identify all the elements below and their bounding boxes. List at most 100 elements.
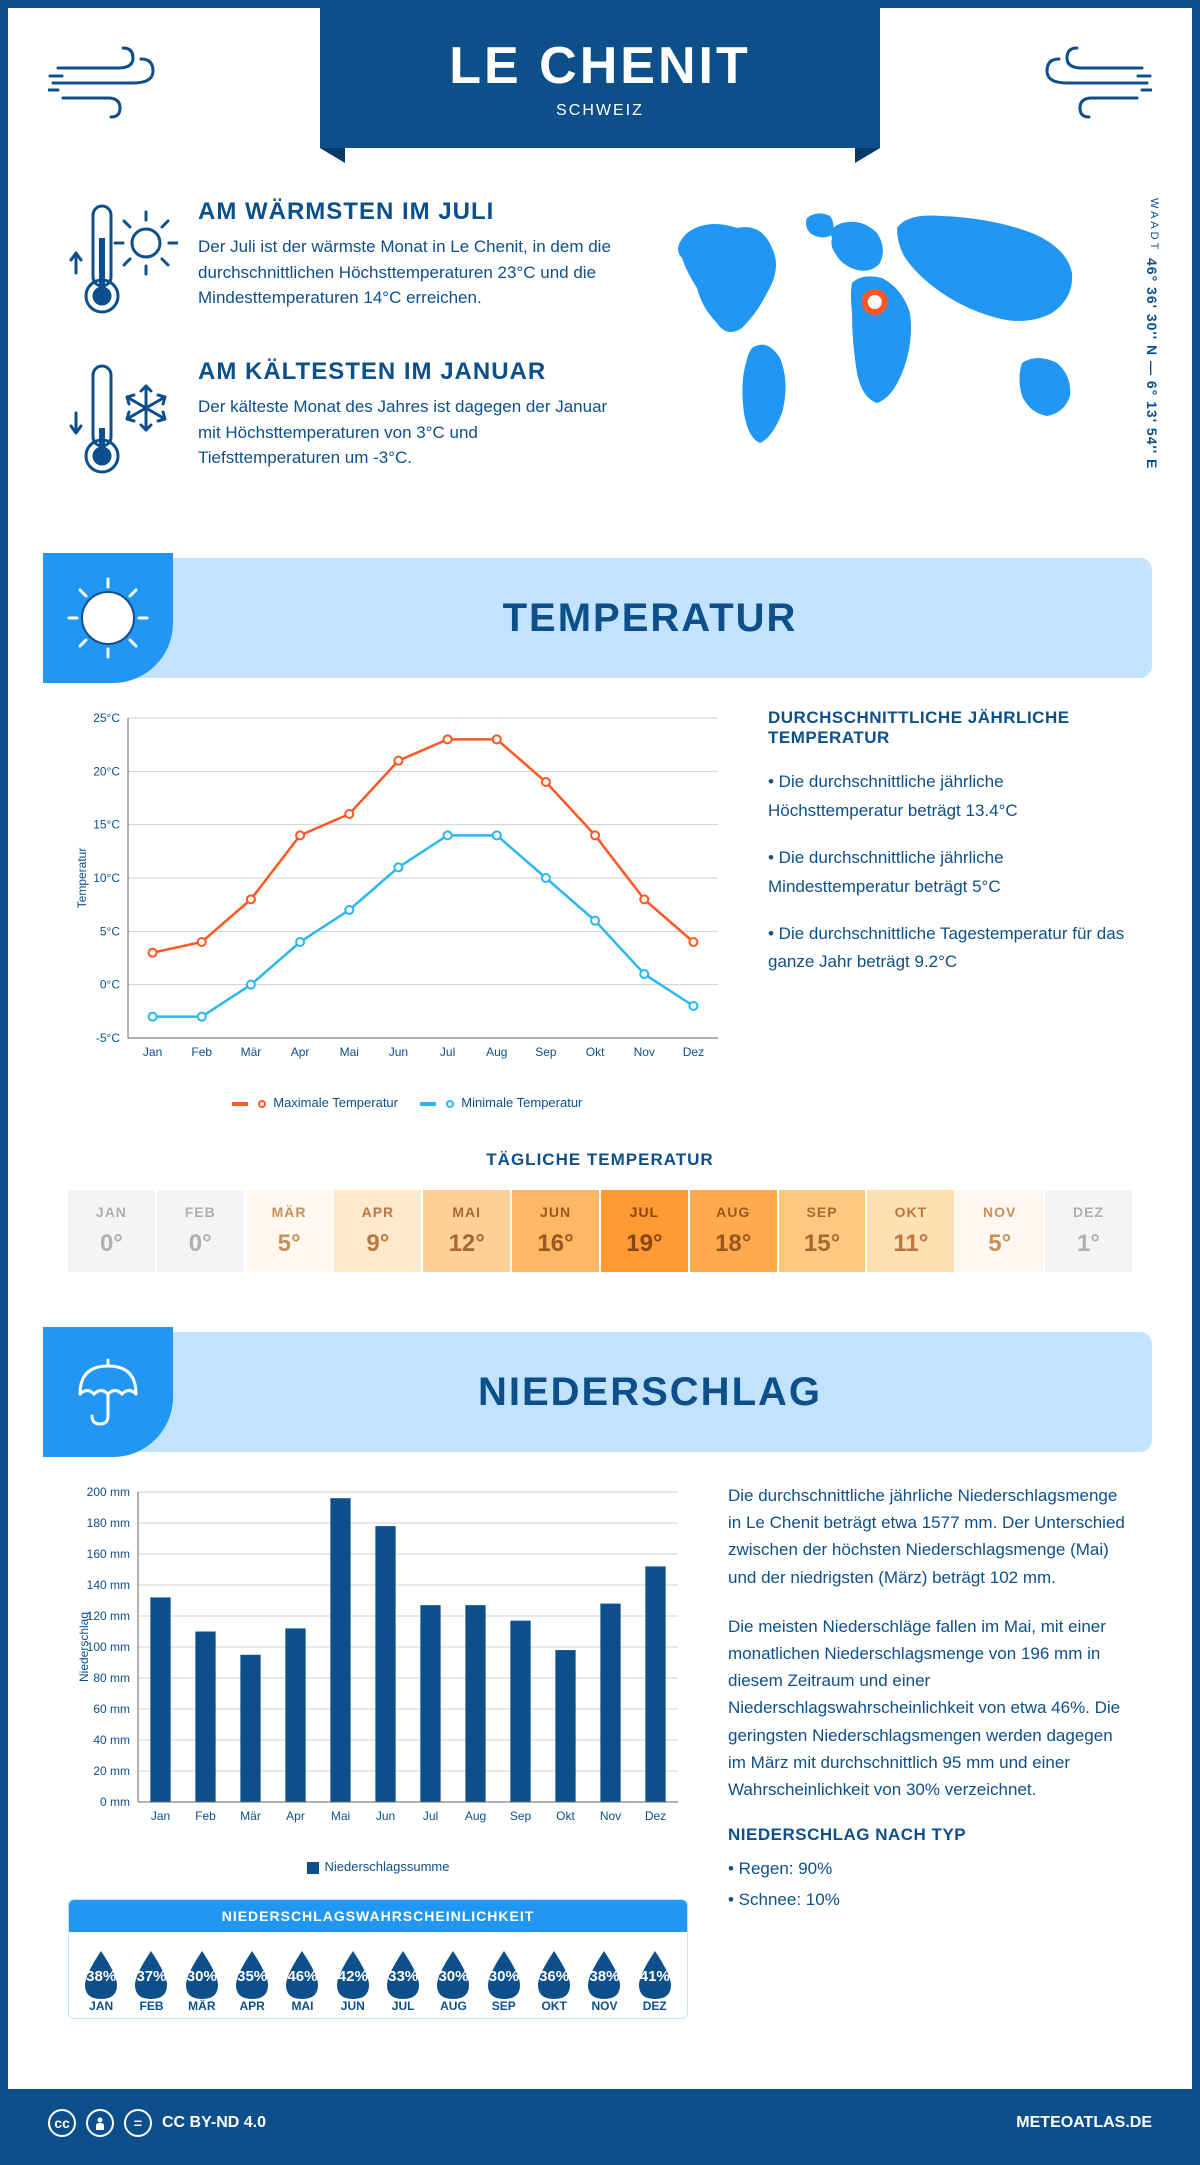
svg-text:20°C: 20°C bbox=[93, 764, 120, 778]
svg-text:Temperatur: Temperatur bbox=[75, 848, 89, 909]
cc-nd-icon: = bbox=[124, 2109, 152, 2137]
temp-bullet: • Die durchschnittliche jährliche Mindes… bbox=[768, 844, 1132, 902]
svg-text:Mai: Mai bbox=[340, 1045, 359, 1059]
svg-text:Dez: Dez bbox=[645, 1809, 666, 1823]
svg-text:15°C: 15°C bbox=[93, 818, 120, 832]
umbrella-icon bbox=[43, 1327, 173, 1457]
prob-drop: 30% MÄR bbox=[178, 1947, 226, 2013]
temp-text-heading: DURCHSCHNITTLICHE JÄHRLICHE TEMPERATUR bbox=[768, 708, 1132, 748]
header-banner: LE CHENIT SCHWEIZ bbox=[8, 8, 1192, 188]
thermometer-cold-icon bbox=[68, 358, 178, 483]
fact-warmest: AM WÄRMSTEN IM JULI Der Juli ist der wär… bbox=[68, 198, 622, 323]
svg-text:Mai: Mai bbox=[331, 1809, 350, 1823]
cc-icon: cc bbox=[48, 2109, 76, 2137]
precip-type-bullet: • Schnee: 10% bbox=[728, 1886, 1132, 1913]
section-header-temperature: TEMPERATUR bbox=[48, 558, 1152, 678]
thermometer-hot-icon bbox=[68, 198, 178, 323]
svg-text:80 mm: 80 mm bbox=[93, 1671, 130, 1685]
svg-text:Jul: Jul bbox=[440, 1045, 455, 1059]
sun-icon bbox=[43, 553, 173, 683]
svg-text:180 mm: 180 mm bbox=[87, 1516, 130, 1530]
svg-text:Okt: Okt bbox=[556, 1809, 575, 1823]
fact-warm-title: AM WÄRMSTEN IM JULI bbox=[198, 198, 622, 226]
daily-temp-heading: TÄGLICHE TEMPERATUR bbox=[68, 1150, 1132, 1170]
fact-warm-text: Der Juli ist der wärmste Monat in Le Che… bbox=[198, 234, 622, 311]
footer: cc = CC BY-ND 4.0 METEOATLAS.DE bbox=[8, 2089, 1192, 2157]
daily-temp-cell: DEZ1° bbox=[1045, 1190, 1132, 1272]
wind-icon-right bbox=[1032, 43, 1152, 128]
svg-text:40 mm: 40 mm bbox=[93, 1733, 130, 1747]
page-subtitle: SCHWEIZ bbox=[556, 102, 644, 120]
daily-temp-cell: MAI12° bbox=[423, 1190, 510, 1272]
prob-drop: 42% JUN bbox=[329, 1947, 377, 2013]
svg-text:Okt: Okt bbox=[586, 1045, 605, 1059]
svg-text:Feb: Feb bbox=[195, 1809, 216, 1823]
svg-text:Dez: Dez bbox=[683, 1045, 704, 1059]
prob-drop: 38% NOV bbox=[580, 1947, 628, 2013]
svg-text:Mär: Mär bbox=[241, 1045, 262, 1059]
temperature-line-chart: -5°C0°C5°C10°C15°C20°C25°CJanFebMärAprMa… bbox=[68, 708, 728, 1110]
wind-icon-left bbox=[48, 43, 168, 128]
coordinates: 46° 36' 30'' N — 6° 13' 54'' E bbox=[1144, 258, 1160, 469]
svg-text:Aug: Aug bbox=[486, 1045, 507, 1059]
svg-text:Jul: Jul bbox=[423, 1809, 438, 1823]
precipitation-bar-chart: 0 mm20 mm40 mm60 mm80 mm100 mm120 mm140 … bbox=[68, 1482, 688, 1842]
svg-text:200 mm: 200 mm bbox=[87, 1485, 130, 1499]
svg-text:Feb: Feb bbox=[191, 1045, 212, 1059]
svg-text:140 mm: 140 mm bbox=[87, 1578, 130, 1592]
precipitation-probability-box: NIEDERSCHLAGSWAHRSCHEINLICHKEIT 38% JAN … bbox=[68, 1899, 688, 2019]
svg-text:160 mm: 160 mm bbox=[87, 1547, 130, 1561]
svg-text:100 mm: 100 mm bbox=[87, 1640, 130, 1654]
daily-temperature-strip: TÄGLICHE TEMPERATUR JAN0°FEB0°MÄR5°APR9°… bbox=[8, 1150, 1192, 1322]
svg-text:Mär: Mär bbox=[240, 1809, 261, 1823]
cc-by-icon bbox=[86, 2109, 114, 2137]
svg-text:10°C: 10°C bbox=[93, 871, 120, 885]
daily-temp-cell: FEB0° bbox=[157, 1190, 244, 1272]
site-name: METEOATLAS.DE bbox=[1016, 2114, 1152, 2132]
svg-text:25°C: 25°C bbox=[93, 711, 120, 725]
prob-drop: 41% DEZ bbox=[631, 1947, 679, 2013]
daily-temp-cell: JUN16° bbox=[512, 1190, 599, 1272]
daily-temp-cell: JUL19° bbox=[601, 1190, 688, 1272]
daily-temp-cell: AUG18° bbox=[690, 1190, 777, 1272]
svg-text:20 mm: 20 mm bbox=[93, 1764, 130, 1778]
svg-text:-5°C: -5°C bbox=[96, 1031, 120, 1045]
license-text: CC BY-ND 4.0 bbox=[162, 2114, 266, 2132]
fact-coldest: AM KÄLTESTEN IM JANUAR Der kälteste Mona… bbox=[68, 358, 622, 483]
svg-text:Aug: Aug bbox=[465, 1809, 486, 1823]
daily-temp-cell: APR9° bbox=[334, 1190, 421, 1272]
prob-drop: 38% JAN bbox=[77, 1947, 125, 2013]
fact-cold-text: Der kälteste Monat des Jahres ist dagege… bbox=[198, 394, 622, 471]
daily-temp-cell: OKT11° bbox=[867, 1190, 954, 1272]
prob-drop: 30% AUG bbox=[429, 1947, 477, 2013]
daily-temp-cell: MÄR5° bbox=[246, 1190, 333, 1272]
prob-drop: 30% SEP bbox=[480, 1947, 528, 2013]
svg-text:Sep: Sep bbox=[510, 1809, 532, 1823]
svg-text:5°C: 5°C bbox=[100, 924, 120, 938]
prob-drop: 33% JUL bbox=[379, 1947, 427, 2013]
precip-type-bullet: • Regen: 90% bbox=[728, 1855, 1132, 1882]
temp-chart-legend: Maximale Temperatur Minimale Temperatur bbox=[68, 1095, 728, 1110]
prob-title: NIEDERSCHLAGSWAHRSCHEINLICHKEIT bbox=[69, 1900, 687, 1932]
fact-cold-title: AM KÄLTESTEN IM JANUAR bbox=[198, 358, 622, 386]
svg-text:Nov: Nov bbox=[600, 1809, 621, 1823]
temp-bullet: • Die durchschnittliche Tagestemperatur … bbox=[768, 920, 1132, 978]
prob-drop: 37% FEB bbox=[127, 1947, 175, 2013]
precip-chart-legend: Niederschlagssumme bbox=[68, 1859, 688, 1874]
temp-bullet: • Die durchschnittliche jährliche Höchst… bbox=[768, 768, 1132, 826]
precip-type-heading: NIEDERSCHLAG NACH TYP bbox=[728, 1825, 1132, 1845]
svg-text:60 mm: 60 mm bbox=[93, 1702, 130, 1716]
precip-para-2: Die meisten Niederschläge fallen im Mai,… bbox=[728, 1613, 1132, 1803]
prob-drop: 36% OKT bbox=[530, 1947, 578, 2013]
svg-text:Apr: Apr bbox=[286, 1809, 305, 1823]
daily-temp-cell: JAN0° bbox=[68, 1190, 155, 1272]
daily-temp-cell: NOV5° bbox=[956, 1190, 1043, 1272]
svg-text:0°C: 0°C bbox=[100, 978, 120, 992]
precip-para-1: Die durchschnittliche jährliche Niedersc… bbox=[728, 1482, 1132, 1591]
section-header-precip: NIEDERSCHLAG bbox=[48, 1332, 1152, 1452]
svg-text:Sep: Sep bbox=[535, 1045, 557, 1059]
section-title-temp: TEMPERATUR bbox=[48, 596, 1152, 641]
svg-text:120 mm: 120 mm bbox=[87, 1609, 130, 1623]
svg-text:Jan: Jan bbox=[143, 1045, 162, 1059]
prob-drop: 35% APR bbox=[228, 1947, 276, 2013]
